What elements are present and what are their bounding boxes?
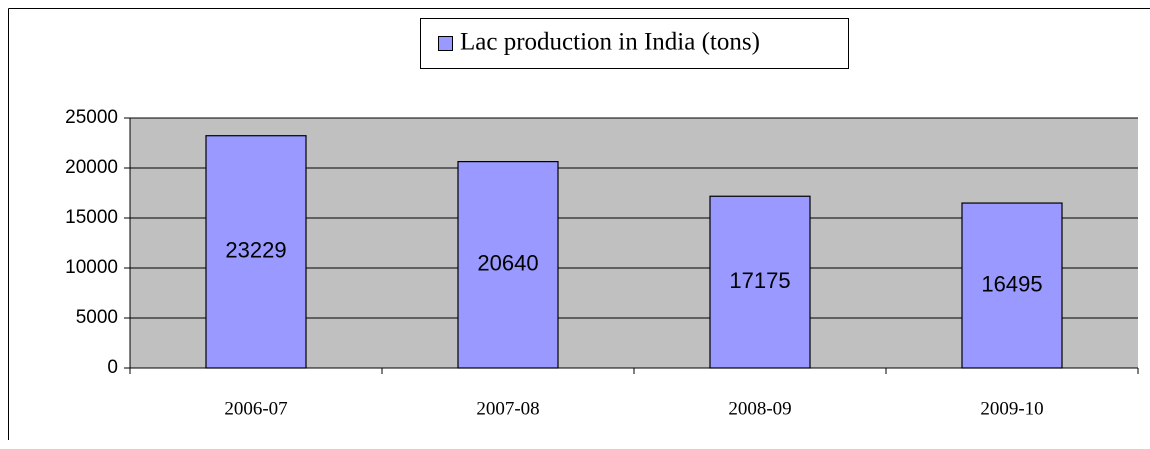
bar bbox=[457, 161, 559, 369]
y-tick-label: 20000 bbox=[65, 157, 118, 178]
data-label: 16495 bbox=[981, 271, 1042, 296]
bar bbox=[961, 202, 1063, 369]
y-tick-label: 5000 bbox=[76, 307, 118, 328]
y-tick-label: 0 bbox=[107, 357, 118, 378]
data-label: 20640 bbox=[477, 251, 538, 276]
y-tick-label: 15000 bbox=[65, 207, 118, 228]
x-tick-label: 2006-07 bbox=[224, 398, 287, 419]
data-label: 23229 bbox=[225, 238, 286, 263]
x-tick-label: 2007-08 bbox=[476, 398, 539, 419]
bar bbox=[205, 135, 307, 369]
x-tick-label: 2009-10 bbox=[980, 398, 1043, 419]
legend-box bbox=[420, 18, 849, 69]
bar bbox=[709, 195, 811, 369]
x-tick-label: 2008-09 bbox=[728, 398, 791, 419]
data-label: 17175 bbox=[729, 268, 790, 293]
legend-swatch bbox=[438, 36, 453, 51]
legend-label: Lac production in India (tons) bbox=[460, 29, 760, 56]
y-tick-label: 25000 bbox=[65, 107, 118, 128]
y-tick-label: 10000 bbox=[65, 257, 118, 278]
